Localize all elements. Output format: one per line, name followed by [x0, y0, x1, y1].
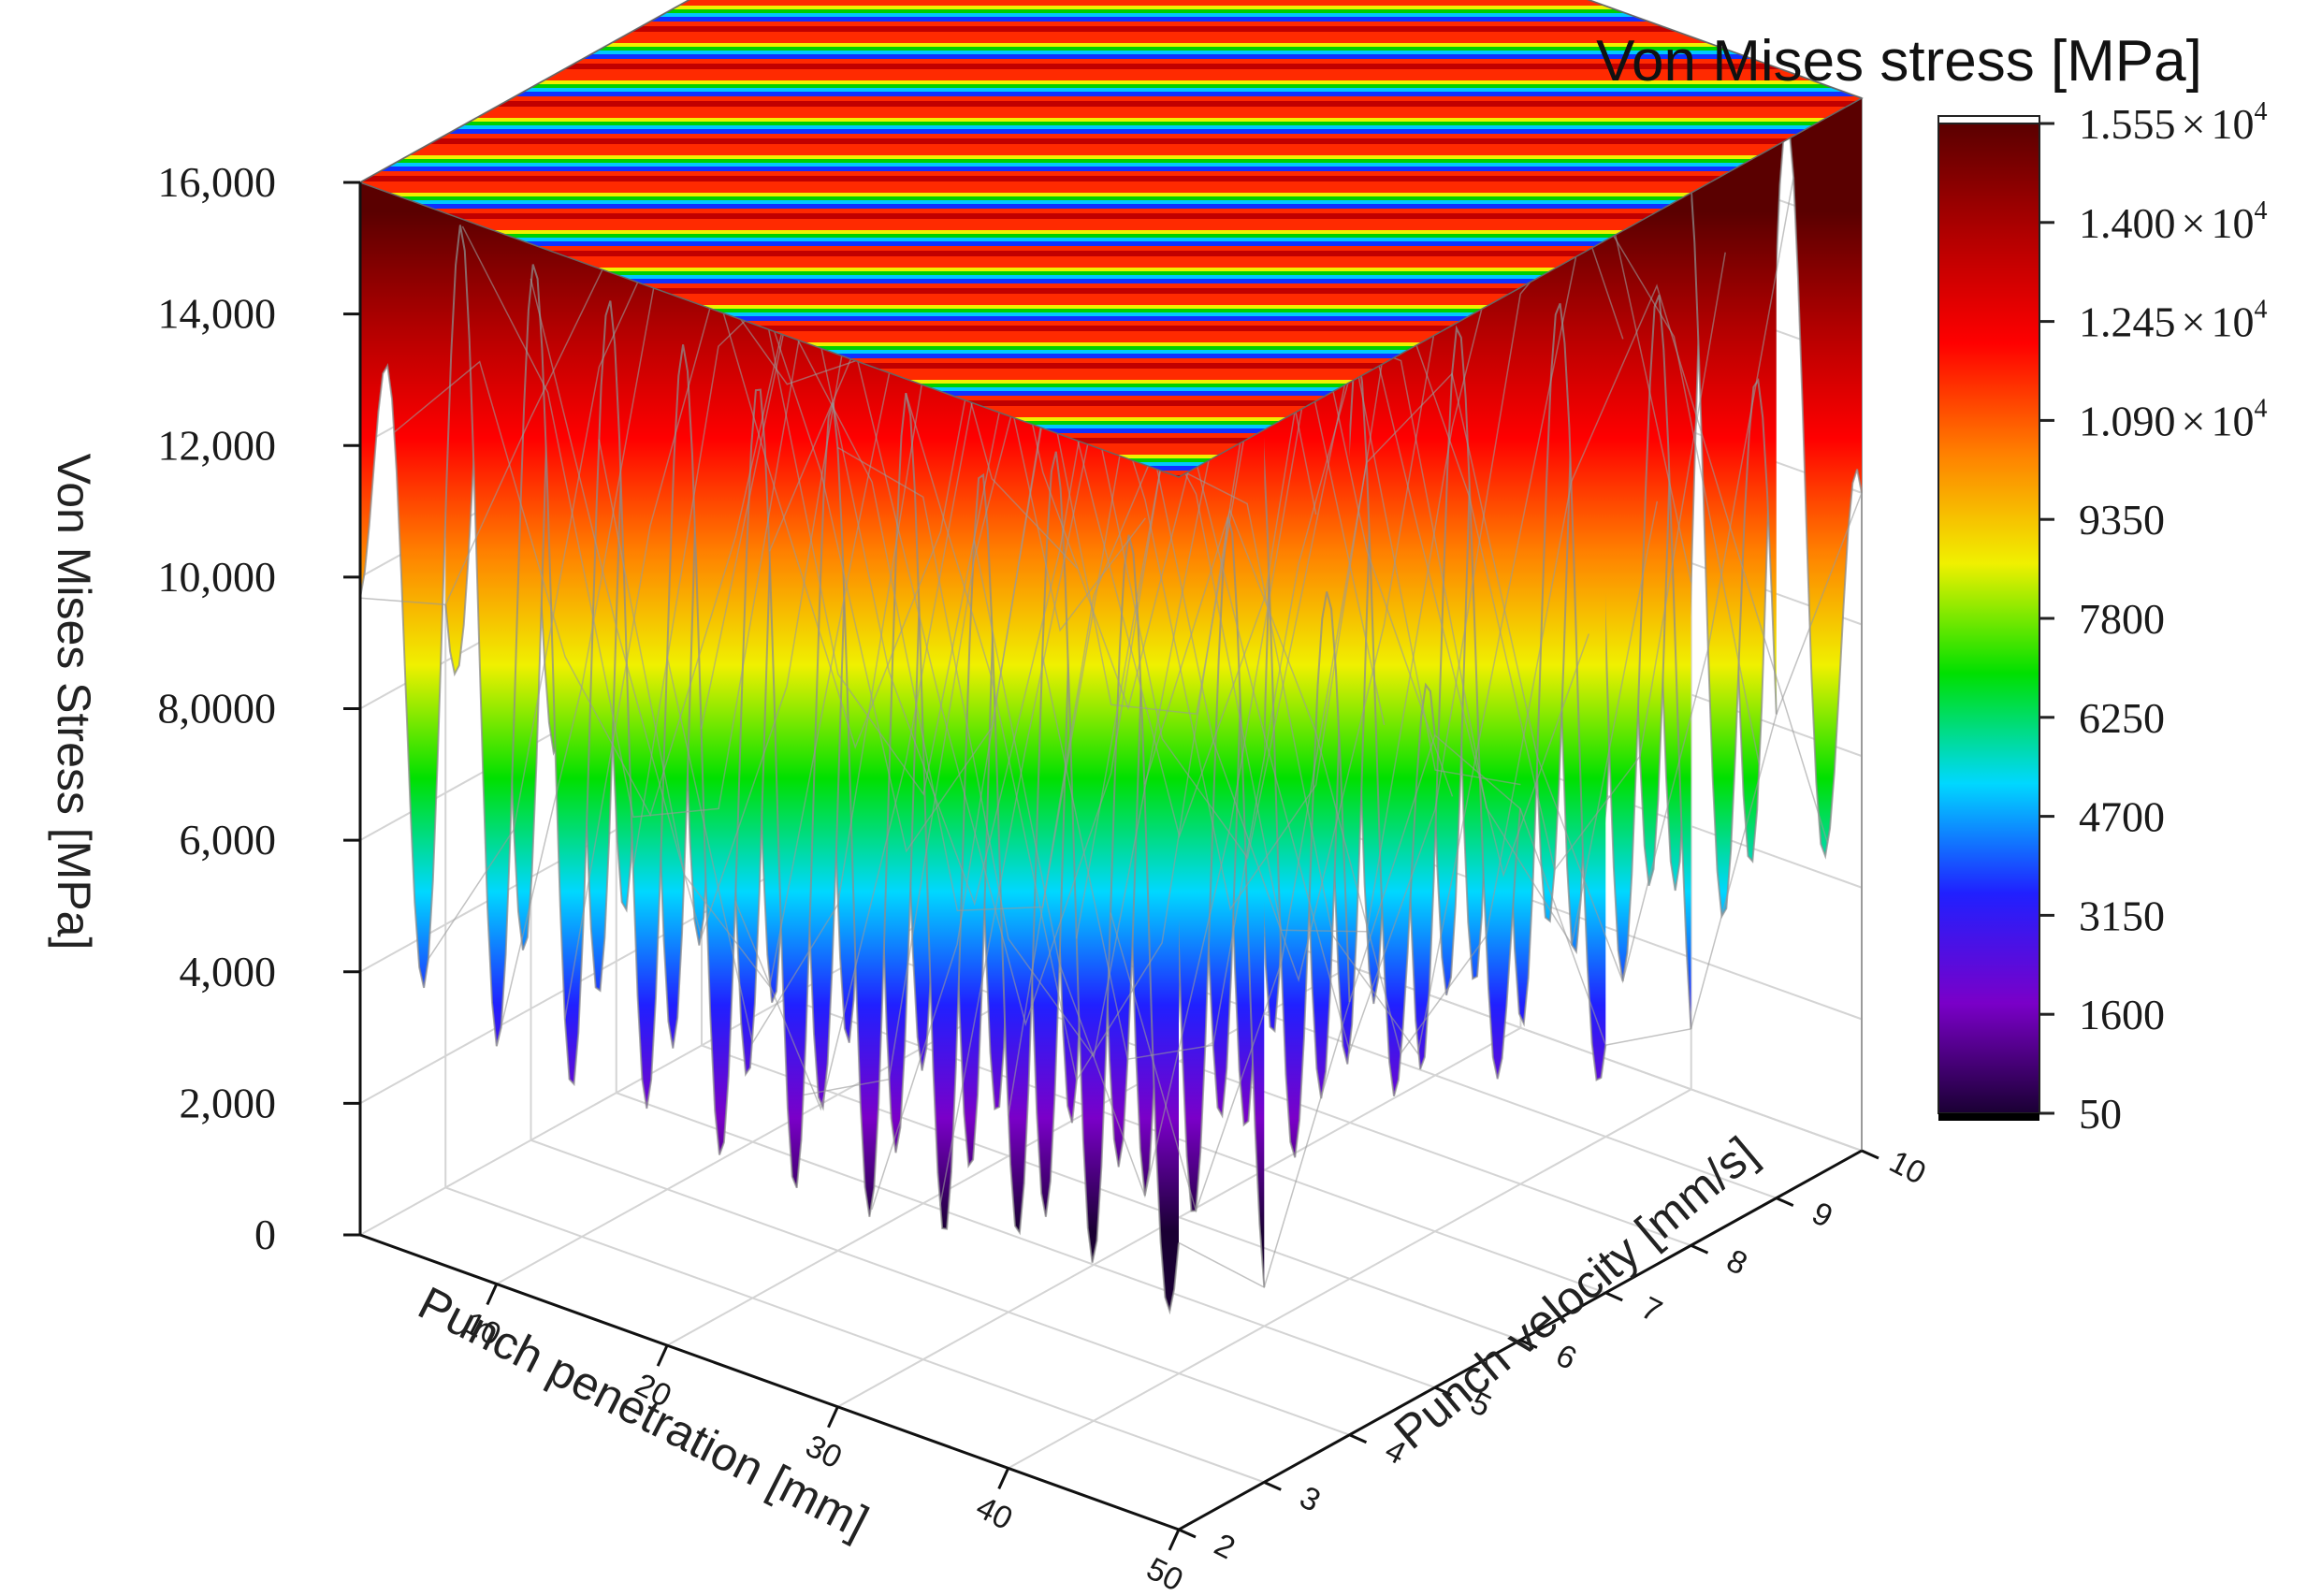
colorbar-mantissa: 7800 [2079, 595, 2165, 643]
z-tick-label: 6,000 [180, 816, 277, 863]
top-projection-plane [358, 0, 1864, 478]
colorbar-base: 10 [2211, 199, 2254, 247]
colorbar-mantissa: 6250 [2079, 694, 2165, 742]
colorbar-cap-top [1937, 115, 2040, 124]
y-tick [1690, 1243, 1709, 1255]
x-tick [486, 1283, 499, 1306]
colorbar-label: 1600 [2079, 991, 2165, 1038]
colorbar-mantissa: 1.245 [2079, 298, 2176, 346]
z-tick-label: 0 [254, 1211, 276, 1258]
x-tick [656, 1344, 669, 1367]
y-tick [1776, 1197, 1794, 1207]
colorbar-label: 1.090 × 104 [2079, 394, 2267, 444]
colorbar-base: 10 [2211, 100, 2254, 148]
colorbar-times: × [2182, 100, 2206, 148]
y-axis-title: Punch velocity [mm/s] [1385, 1126, 1766, 1458]
colorbar-mantissa: 50 [2079, 1090, 2122, 1138]
colorbar-mantissa: 3150 [2079, 892, 2165, 939]
colorbar-exponent: 4 [2254, 196, 2267, 225]
colorbar-title: Von Mises stress [MPa] [1596, 29, 2202, 94]
colorbar-label: 9350 [2079, 496, 2165, 544]
colorbar-base: 10 [2211, 397, 2254, 444]
colorbar-base: 10 [2211, 298, 2254, 346]
z-tick-label: 8,0000 [158, 685, 277, 733]
z-tick-label: 10,000 [158, 553, 277, 601]
x-tick [1168, 1529, 1181, 1551]
z-tick-label: 12,000 [158, 421, 277, 469]
colorbar-mantissa: 4700 [2079, 793, 2165, 841]
surface-wire [1075, 192, 1761, 1056]
surface-wire [837, 179, 1521, 1059]
y-tick-label: 3 [1294, 1479, 1326, 1518]
z-tick-label: 4,000 [180, 948, 277, 995]
colorbar-label: 4700 [2079, 793, 2165, 841]
y-tick [1519, 1339, 1538, 1349]
surface-wire [1143, 283, 1829, 1055]
surface-wire [1178, 492, 1863, 1289]
z-tick-label: 14,000 [158, 290, 277, 338]
surface-wire [1110, 177, 1794, 1213]
y-tick-label: 8 [1720, 1242, 1752, 1282]
y-tick [1178, 1528, 1197, 1539]
top-plane [358, 0, 1864, 478]
colorbar-mantissa: 1.090 [2079, 397, 2176, 444]
z-axis-title: Von Mises Stress [MPa] [48, 454, 100, 950]
colorbar-mantissa: 1600 [2079, 991, 2165, 1038]
colorbar-label: 1.245 × 104 [2079, 296, 2267, 346]
colorbar-times: × [2182, 298, 2206, 346]
y-tick-label: 7 [1635, 1290, 1667, 1329]
x-tick [827, 1406, 839, 1429]
colorbar-times: × [2182, 199, 2206, 247]
colorbar-label: 6250 [2079, 694, 2165, 742]
z-tick-label: 2,000 [180, 1079, 277, 1126]
colorbar-label: 1.400 × 104 [2079, 196, 2267, 247]
colorbar-mantissa: 9350 [2079, 496, 2165, 544]
y-tick-label: 10 [1884, 1144, 1932, 1192]
x-tick [997, 1467, 1010, 1489]
y-tick-label: 2 [1209, 1527, 1241, 1566]
y-tick [1434, 1386, 1453, 1397]
colorbar-label: 50 [2079, 1090, 2122, 1138]
x-tick-label: 50 [1141, 1551, 1189, 1591]
colorbar-cap-bottom [1938, 1113, 2039, 1121]
y-tick [1348, 1433, 1368, 1444]
colorbar-label: 3150 [2079, 892, 2165, 939]
colorbar-label: 1.555 × 104 [2079, 97, 2267, 148]
colorbar-exponent: 4 [2254, 394, 2267, 423]
y-tick-label: 9 [1807, 1196, 1838, 1235]
z-tick-label: 16,000 [158, 158, 277, 206]
colorbar-times: × [2182, 397, 2206, 444]
y-tick [1263, 1481, 1282, 1491]
x-tick-label: 40 [970, 1489, 1018, 1537]
colorbar-mantissa: 1.555 [2079, 100, 2176, 148]
y-tick [1861, 1149, 1879, 1160]
colorbar-exponent: 4 [2254, 97, 2267, 126]
surface-band [360, 182, 1179, 1312]
colorbar-exponent: 4 [2254, 296, 2267, 325]
y-tick [1604, 1291, 1623, 1302]
colorbar-ramp [1937, 123, 2040, 1114]
colorbar-mantissa: 1.400 [2079, 199, 2176, 247]
surface-wire [803, 3, 1488, 1096]
colorbar-label: 7800 [2079, 595, 2165, 643]
